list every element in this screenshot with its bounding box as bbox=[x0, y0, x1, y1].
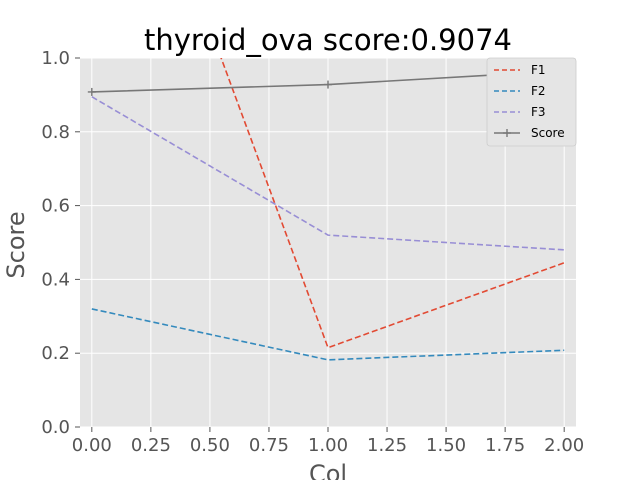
legend-item-score: Score bbox=[494, 126, 565, 140]
legend-item-f1: F1 bbox=[494, 63, 546, 77]
legend-item-f2: F2 bbox=[494, 84, 546, 98]
legend-box bbox=[486, 57, 577, 147]
x-tick-label: 0.75 bbox=[249, 435, 289, 456]
series-line-f1 bbox=[220, 58, 565, 349]
x-tick-label: 1.25 bbox=[367, 435, 407, 456]
series-point-score bbox=[324, 80, 332, 89]
y-tick-label: 1.0 bbox=[41, 48, 70, 69]
chart-title: thyroid_ova score:0.9074 bbox=[144, 23, 512, 57]
x-tick-label: 0.25 bbox=[131, 435, 171, 456]
legend-label: F3 bbox=[531, 105, 546, 119]
y-axis-ticks: 0.0 0.2 0.4 0.6 0.8 1.0 bbox=[41, 48, 80, 438]
legend-label: F2 bbox=[531, 84, 546, 98]
x-tick-label: 0.00 bbox=[72, 435, 112, 456]
y-tick-label: 0.4 bbox=[41, 269, 70, 290]
y-tick-label: 0.6 bbox=[41, 196, 70, 217]
x-tick-label: 1.00 bbox=[308, 435, 348, 456]
legend: F1 F2 F3 Score bbox=[486, 57, 577, 147]
y-tick-label: 0.2 bbox=[41, 343, 70, 364]
y-tick-label: 0.8 bbox=[41, 122, 70, 143]
legend-label: F1 bbox=[531, 63, 546, 77]
series-line-f3 bbox=[91, 96, 565, 251]
series-point-score bbox=[87, 87, 96, 96]
x-tick-label: 1.50 bbox=[426, 435, 466, 456]
x-tick-label: 0.50 bbox=[190, 435, 230, 456]
y-tick-label: 0.0 bbox=[41, 417, 70, 438]
x-axis-ticks: 0.00 0.25 0.50 0.75 1.00 1.25 1.50 1.75 2.00 bbox=[72, 427, 584, 456]
legend-label: Score bbox=[531, 126, 565, 140]
x-axis-label: Col bbox=[309, 460, 347, 480]
y-axis-label: Score bbox=[2, 211, 30, 278]
x-tick-label: 2.00 bbox=[544, 435, 584, 456]
legend-item-f3: F3 bbox=[494, 105, 546, 119]
x-tick-label: 1.75 bbox=[485, 435, 525, 456]
series-line-f2 bbox=[91, 308, 565, 361]
